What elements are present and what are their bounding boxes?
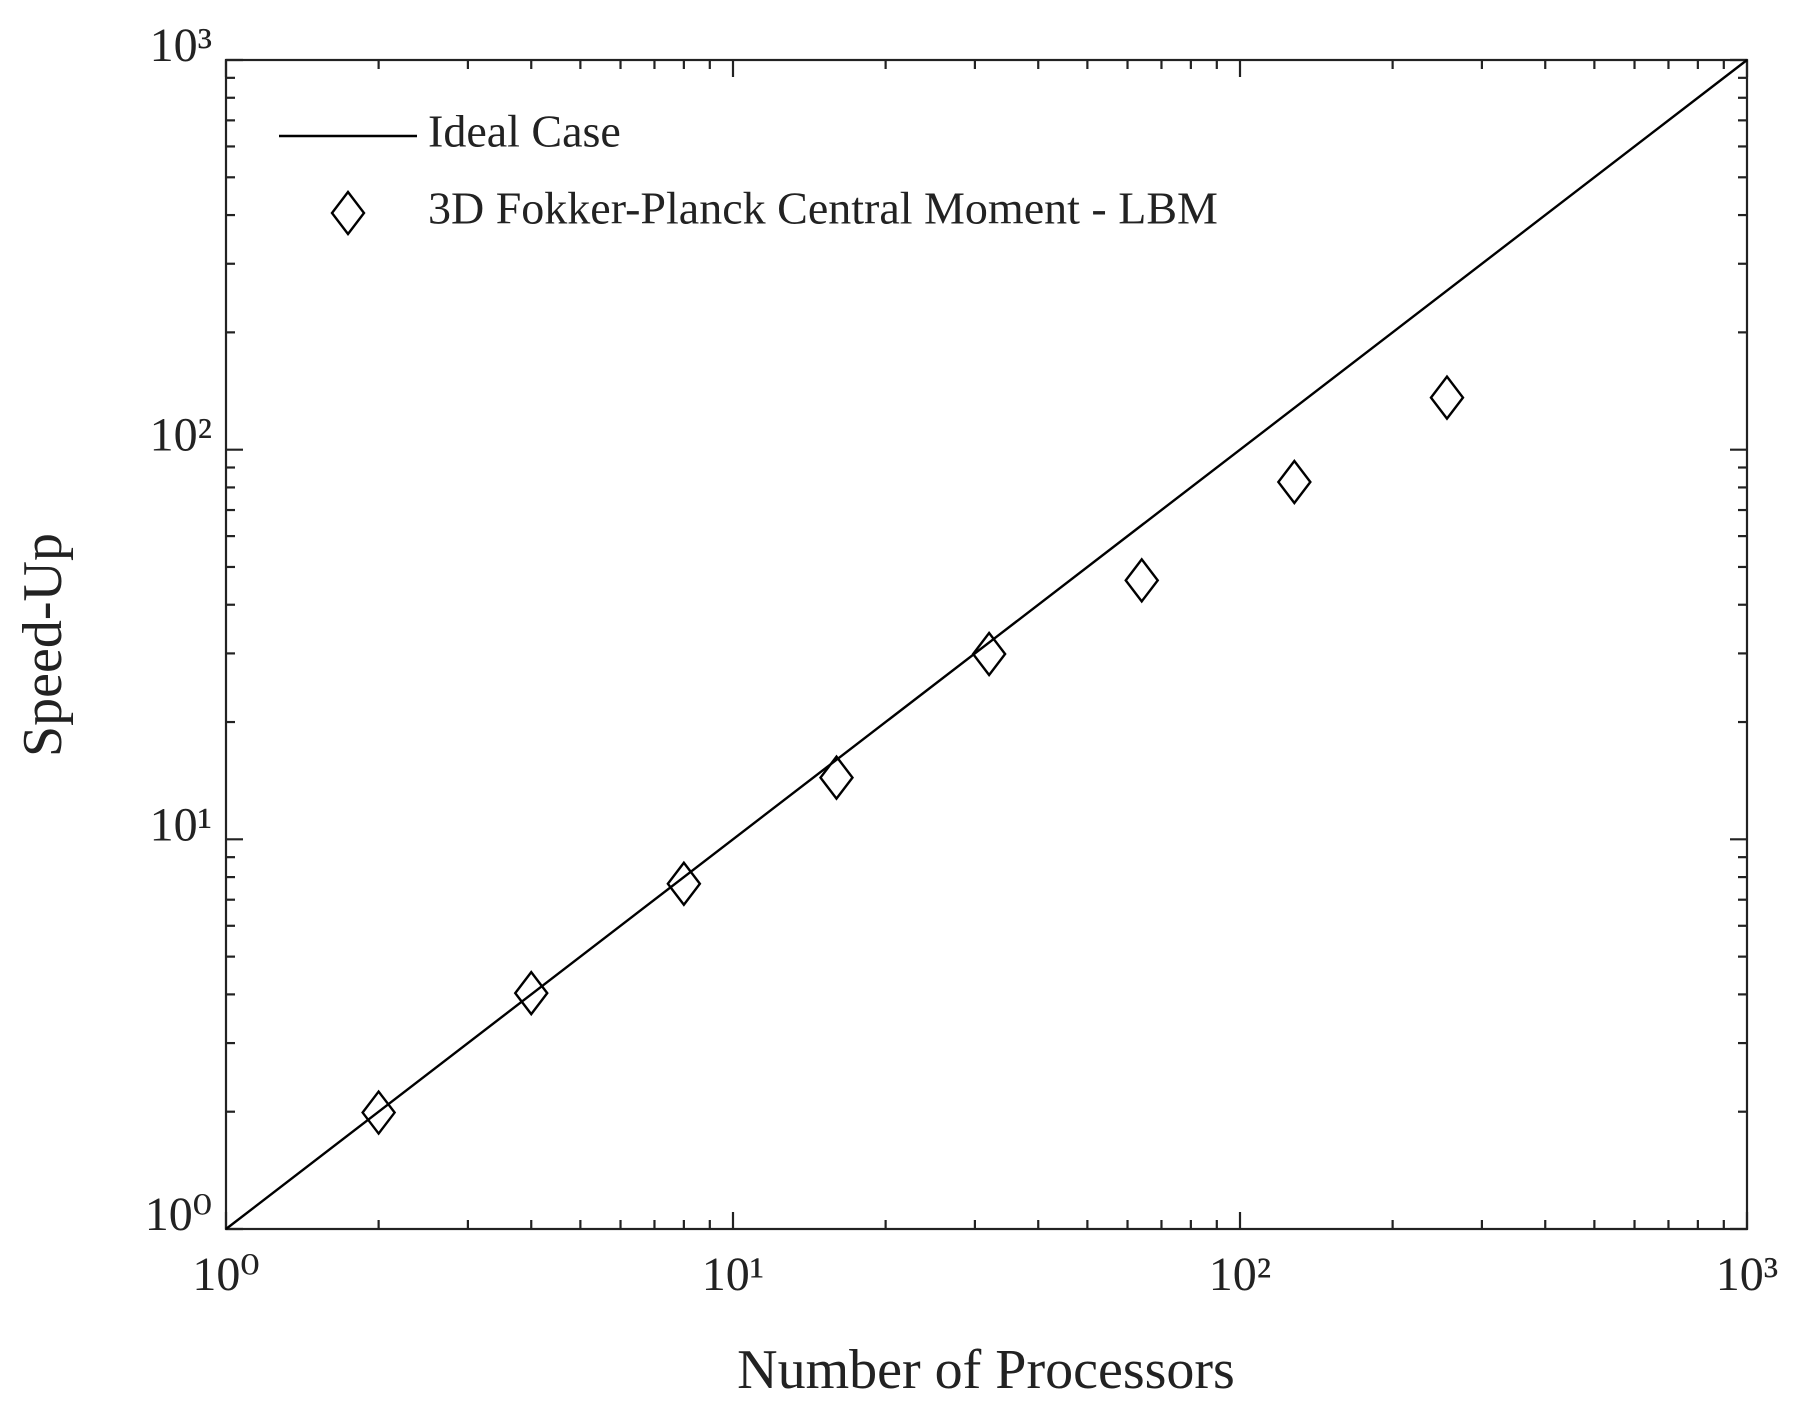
y-tick-label: 10¹ bbox=[150, 798, 212, 851]
data-point bbox=[971, 630, 1007, 677]
data-point bbox=[361, 1089, 397, 1136]
x-axis-label: Number of Processors bbox=[737, 1339, 1235, 1401]
series-line bbox=[225, 59, 1748, 1230]
plot-frame bbox=[224, 58, 1749, 1231]
data-point bbox=[513, 970, 549, 1017]
legend-label: Ideal Case bbox=[428, 106, 621, 157]
legend-marker bbox=[330, 190, 366, 236]
y-axis-label: Speed-Up bbox=[12, 533, 74, 757]
data-point bbox=[1429, 374, 1465, 421]
data-point bbox=[1276, 459, 1312, 505]
x-tick-label: 10⁰ bbox=[192, 1248, 259, 1301]
x-tick-label: 10¹ bbox=[702, 1248, 764, 1301]
y-tick-label: 10⁰ bbox=[145, 1188, 212, 1241]
x-tick-label: 10² bbox=[1209, 1248, 1271, 1301]
data-point bbox=[1124, 557, 1160, 604]
data-point bbox=[666, 860, 702, 907]
x-tick-label: 10³ bbox=[1716, 1248, 1778, 1301]
y-tick-label: 10² bbox=[150, 409, 212, 462]
legend-label: 3D Fokker-Planck Central Moment - LBM bbox=[428, 183, 1218, 234]
data-point bbox=[818, 754, 854, 801]
y-tick-label: 10³ bbox=[150, 19, 212, 72]
